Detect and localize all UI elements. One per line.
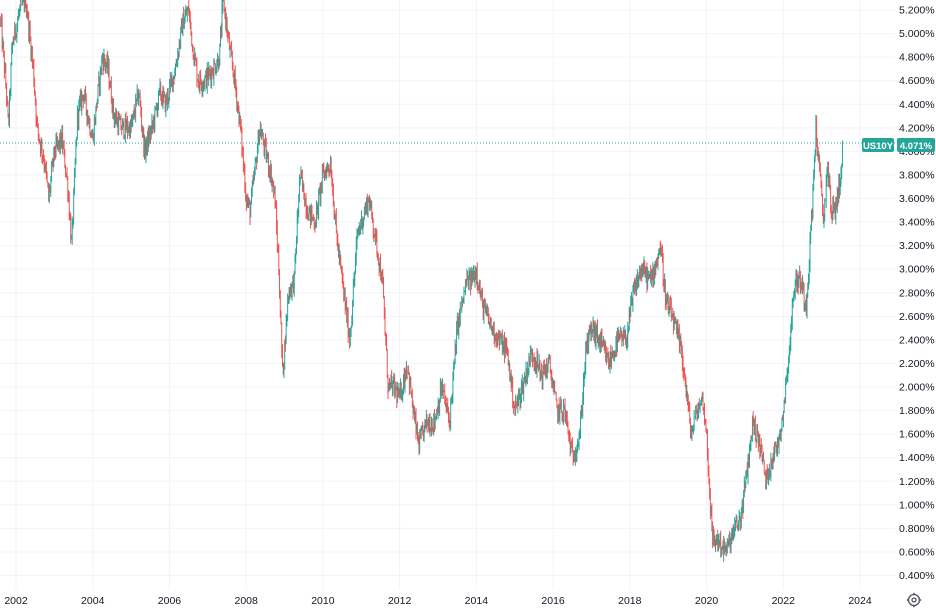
y-tick-label: 0.600% (899, 546, 935, 558)
y-tick-label: 5.000% (899, 28, 935, 40)
y-tick-label: 1.400% (899, 452, 935, 464)
x-tick-label: 2014 (465, 595, 489, 607)
y-tick-label: 4.800% (899, 52, 935, 64)
price-scale-background[interactable] (896, 0, 936, 590)
y-tick-label: 1.200% (899, 476, 935, 488)
y-tick-label: 4.400% (899, 99, 935, 111)
time-axis[interactable]: 2002 2004 2006 2008 2010 2012 2014 2016 2018 2020… (4, 595, 872, 607)
x-tick-label: 2004 (81, 595, 105, 607)
y-tick-label: 1.600% (899, 429, 935, 441)
y-tick-label: 2.800% (899, 287, 935, 299)
y-tick-label: 0.800% (899, 523, 935, 535)
x-tick-label: 2020 (695, 595, 719, 607)
y-tick-label: 2.200% (899, 358, 935, 370)
x-tick-label: 2008 (235, 595, 259, 607)
y-tick-label: 3.800% (899, 169, 935, 181)
y-tick-label: 1.800% (899, 405, 935, 417)
y-tick-label: 2.000% (899, 382, 935, 394)
x-tick-label: 2016 (541, 595, 565, 607)
symbol-label: US10Y (863, 141, 894, 152)
last-value-label: 4.071% (900, 141, 933, 152)
last-value-label-box (897, 138, 935, 152)
x-tick-label: 2012 (388, 595, 412, 607)
gear-icon[interactable] (905, 591, 923, 609)
chart-grid (0, 0, 895, 590)
y-tick-label: 3.200% (899, 240, 935, 252)
x-tick-label: 2010 (311, 595, 335, 607)
y-tick-label: 3.000% (899, 264, 935, 276)
x-tick-label: 2024 (848, 595, 872, 607)
y-tick-label: 0.400% (899, 570, 935, 582)
y-tick-label: 1.000% (899, 499, 935, 511)
y-tick-label: 4.200% (899, 122, 935, 134)
symbol-label-box (862, 138, 894, 152)
x-tick-label: 2018 (618, 595, 642, 607)
price-labels: US10Y 4.071% (862, 138, 935, 152)
y-tick-label: 2.600% (899, 311, 935, 323)
x-tick-label: 2006 (158, 595, 182, 607)
y-tick-label: 5.200% (899, 5, 935, 17)
y-tick-label: 3.600% (899, 193, 935, 205)
y-tick-label: 2.400% (899, 334, 935, 346)
x-tick-label: 2022 (772, 595, 796, 607)
y-tick-label: 3.400% (899, 217, 935, 229)
candle-series (0, 0, 843, 562)
y-tick-label: 4.600% (899, 75, 935, 87)
x-tick-label: 2002 (4, 595, 28, 607)
